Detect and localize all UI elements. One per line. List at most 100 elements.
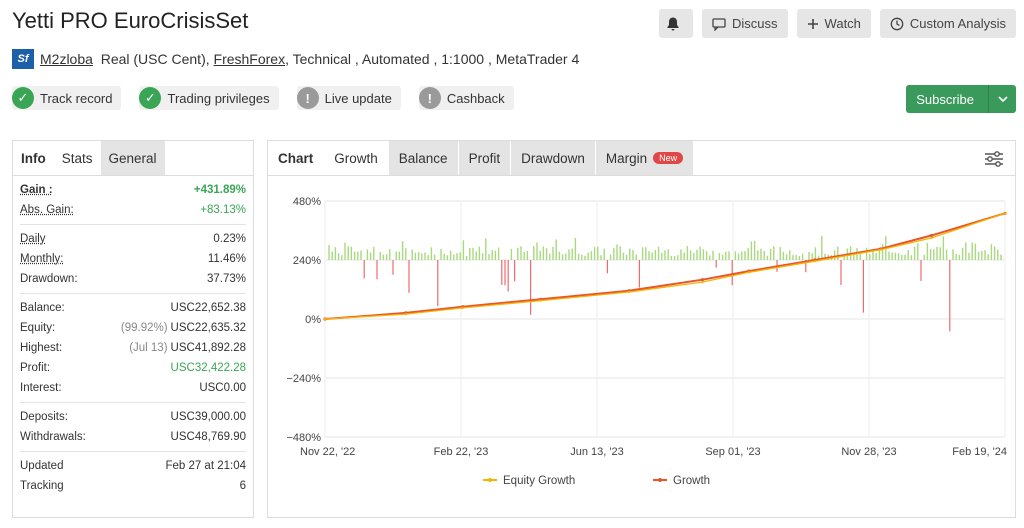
- chart-settings-button[interactable]: [983, 149, 1005, 174]
- stat-pre: (99.92%): [120, 322, 168, 334]
- meta-details: , Technical , Automated , 1:1000 , MetaT…: [285, 51, 580, 67]
- badge-cashback[interactable]: ! Cashback: [418, 86, 514, 110]
- x-tick-label: Sep 01, '23: [705, 446, 760, 458]
- stat-value: USC22,635.32: [170, 322, 246, 334]
- badge-label: Track record: [40, 90, 113, 106]
- stat-value: 6: [239, 480, 246, 492]
- stats-list: Gain : +431.89% Abs. Gain: +83.13% Daily 0.…: [13, 180, 253, 496]
- x-tick-label: Feb 22, '23: [434, 446, 489, 458]
- top-actions: Discuss Watch Custom Analysis: [659, 9, 1016, 38]
- bell-button[interactable]: [659, 9, 694, 38]
- stat-value: USC0.00: [199, 382, 246, 394]
- stats-panel: Info Stats General Gain : +431.89% Abs. G…: [12, 140, 254, 518]
- legend-label: Growth: [673, 475, 710, 487]
- subscribe-label[interactable]: Subscribe: [916, 91, 974, 107]
- equity-point: [539, 299, 542, 302]
- subscribe-dropdown[interactable]: [988, 85, 1016, 113]
- chart-tabs: Chart Growth Balance Profit Drawdown Mar…: [268, 141, 1015, 176]
- stat-key: Deposits:: [20, 411, 68, 423]
- stat-value: 37.73%: [206, 273, 246, 285]
- y-tick-label: −480%: [286, 432, 321, 444]
- stat-key[interactable]: Gain :: [20, 184, 53, 196]
- discuss-button[interactable]: Discuss: [702, 9, 788, 38]
- tab-info[interactable]: Info: [21, 150, 46, 166]
- stat-key: Drawdown:: [20, 273, 78, 285]
- sliders-icon: [985, 151, 1003, 167]
- equity-point: [627, 290, 631, 294]
- x-tick-label: Feb 19, '24: [952, 446, 1007, 458]
- discuss-label: Discuss: [732, 16, 778, 31]
- equity-point: [1003, 212, 1007, 215]
- equity-point: [701, 280, 704, 284]
- x-tick-label: Jun 13, '23: [570, 446, 623, 458]
- tab-margin-label: Margin: [605, 150, 648, 166]
- stat-value: 11.46%: [207, 253, 246, 265]
- broker-link[interactable]: FreshForex: [213, 51, 286, 67]
- y-tick-label: 240%: [293, 255, 321, 267]
- stat-value: +83.13%: [200, 204, 246, 216]
- stat-key: Updated: [20, 460, 64, 472]
- badge-live-update[interactable]: ! Live update: [296, 86, 401, 110]
- tab-margin[interactable]: Margin New: [595, 141, 695, 175]
- tab-stats[interactable]: Stats: [53, 141, 101, 175]
- badge-trading-privileges[interactable]: ✓ Trading privileges: [139, 86, 279, 110]
- stat-key[interactable]: Monthly:: [20, 253, 64, 265]
- x-tick-label: Nov 28, '23: [841, 446, 896, 458]
- check-icon: ✓: [139, 87, 162, 109]
- broker-logo: Sf: [12, 49, 34, 69]
- growth-point: [930, 233, 934, 238]
- equity-point: [323, 317, 327, 321]
- stat-value: USC39,000.00: [170, 411, 246, 423]
- page-title: Yetti PRO EuroCrisisSet: [12, 8, 249, 33]
- chat-icon: [712, 17, 726, 31]
- equity-point: [404, 312, 408, 316]
- legend-swatch-dot: [658, 478, 662, 482]
- tab-balance[interactable]: Balance: [388, 141, 459, 175]
- legend-label: Equity Growth: [503, 475, 575, 487]
- stat-value: USC48,769.90: [170, 431, 246, 443]
- new-badge: New: [653, 152, 684, 164]
- watch-label: Watch: [824, 16, 861, 31]
- equity-point: [930, 236, 933, 240]
- stat-key: Equity:: [20, 322, 56, 334]
- plus-icon: [807, 18, 818, 29]
- tab-chart[interactable]: Chart: [268, 141, 325, 175]
- clock-icon: [890, 17, 904, 30]
- badge-label: Trading privileges: [167, 90, 270, 106]
- stat-value: USC32,422.28: [170, 362, 246, 374]
- check-icon: ✓: [12, 87, 34, 109]
- growth-point: [700, 278, 705, 282]
- stat-key: Interest:: [20, 382, 62, 394]
- custom-analysis-button[interactable]: Custom Analysis: [879, 9, 1016, 38]
- tab-general[interactable]: General: [100, 141, 165, 175]
- exclamation-icon: !: [296, 87, 319, 109]
- stat-key: Tracking: [20, 480, 64, 492]
- tab-growth[interactable]: Growth: [324, 141, 389, 175]
- stat-value: Feb 27 at 21:04: [165, 460, 246, 472]
- equity-point: [813, 260, 816, 263]
- bell-icon: [667, 17, 679, 30]
- stat-key: Withdrawals:: [20, 431, 86, 443]
- user-link[interactable]: M2zloba: [40, 51, 93, 67]
- growth-line: [324, 212, 1006, 320]
- equity-point: [461, 306, 464, 310]
- x-tick-label: Nov 22, '22: [300, 446, 355, 458]
- custom-analysis-label: Custom Analysis: [909, 16, 1006, 31]
- badge-label: Cashback: [446, 90, 505, 106]
- tab-drawdown[interactable]: Drawdown: [511, 141, 596, 175]
- stat-key: Profit:: [20, 362, 51, 374]
- stat-value: 0.23%: [213, 233, 246, 245]
- system-meta: Sf M2zloba Real (USC Cent), FreshForex ,…: [12, 49, 579, 69]
- subscribe-button[interactable]: Subscribe: [906, 85, 1016, 113]
- badge-track-record[interactable]: ✓ Track record: [12, 86, 122, 110]
- stat-pre: (Jul 13): [129, 342, 168, 354]
- tab-profit[interactable]: Profit: [458, 141, 512, 175]
- stat-value: USC41,892.28: [170, 342, 246, 354]
- y-tick-label: −240%: [286, 373, 321, 385]
- chevron-down-icon: [997, 96, 1008, 102]
- growth-chart: 480% 240% 0% −240% −480% Nov 22, '22 Feb 22, '…: [286, 196, 1007, 487]
- exclamation-icon: !: [418, 87, 441, 109]
- watch-button[interactable]: Watch: [796, 9, 871, 38]
- stat-key[interactable]: Abs. Gain:: [20, 204, 74, 216]
- stat-key[interactable]: Daily: [20, 233, 46, 245]
